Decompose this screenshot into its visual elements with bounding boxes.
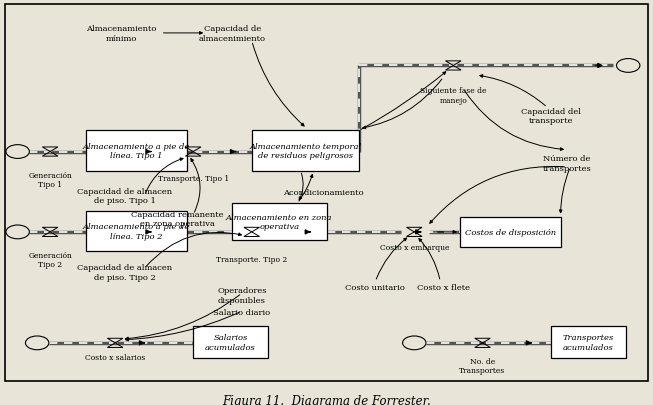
FancyBboxPatch shape [86,211,187,252]
Text: Capacidad de almacen
de piso. Tipo 1: Capacidad de almacen de piso. Tipo 1 [77,188,172,205]
FancyBboxPatch shape [551,326,626,358]
Text: Salario diario: Salario diario [214,309,270,316]
Text: Transporte. Tipo 1: Transporte. Tipo 1 [157,175,229,183]
Text: No. de
Transportes: No. de Transportes [460,357,505,374]
FancyBboxPatch shape [460,217,560,247]
FancyBboxPatch shape [193,326,268,358]
Text: Número de
transportes: Número de transportes [543,155,592,172]
Text: Operadores
disponibles: Operadores disponibles [217,287,266,304]
Text: Capacidad de
almacenimiento: Capacidad de almacenimiento [199,25,266,43]
Text: Capacidad remanente
en zona operativa: Capacidad remanente en zona operativa [131,210,223,228]
Text: Siguiente fase de
manejo: Siguiente fase de manejo [420,87,486,104]
Text: Almacenamiento temporal
de residuos peligrosos: Almacenamiento temporal de residuos peli… [249,143,361,160]
FancyBboxPatch shape [86,131,187,171]
Text: Generación
Tipo 2: Generación Tipo 2 [28,252,72,269]
Text: Costo x flete: Costo x flete [417,284,470,292]
Text: Costo x salarios: Costo x salarios [85,353,146,361]
Text: Figura 11.  Diagrama de Forrester.: Figura 11. Diagrama de Forrester. [222,394,431,405]
FancyBboxPatch shape [232,204,326,240]
Text: Almacenamiento a pie de
línea. Tipo 2: Almacenamiento a pie de línea. Tipo 2 [83,223,190,240]
Text: Costo x embarque: Costo x embarque [379,244,449,252]
Text: Almacenamiento a pie de
línea. Tipo 1: Almacenamiento a pie de línea. Tipo 1 [83,143,190,160]
Text: Transporte. Tipo 2: Transporte. Tipo 2 [216,255,287,263]
Text: Transportes
acumulados: Transportes acumulados [563,333,614,351]
Text: Capacidad del
transporte: Capacidad del transporte [521,107,581,124]
Text: Almacenamiento en zona
operativa: Almacenamiento en zona operativa [226,213,332,230]
Text: Almacenamiento
mínimo: Almacenamiento mínimo [86,25,157,43]
Text: Costos de disposición: Costos de disposición [465,228,556,236]
Text: Salarios
acumulados: Salarios acumulados [205,333,256,351]
Text: Costo unitario: Costo unitario [345,284,406,292]
Text: Acondicionamiento: Acondicionamiento [283,188,364,196]
Text: Capacidad de almacen
de piso. Tipo 2: Capacidad de almacen de piso. Tipo 2 [77,264,172,281]
Text: Generación
Tipo 1: Generación Tipo 1 [28,171,72,188]
FancyBboxPatch shape [251,131,359,171]
